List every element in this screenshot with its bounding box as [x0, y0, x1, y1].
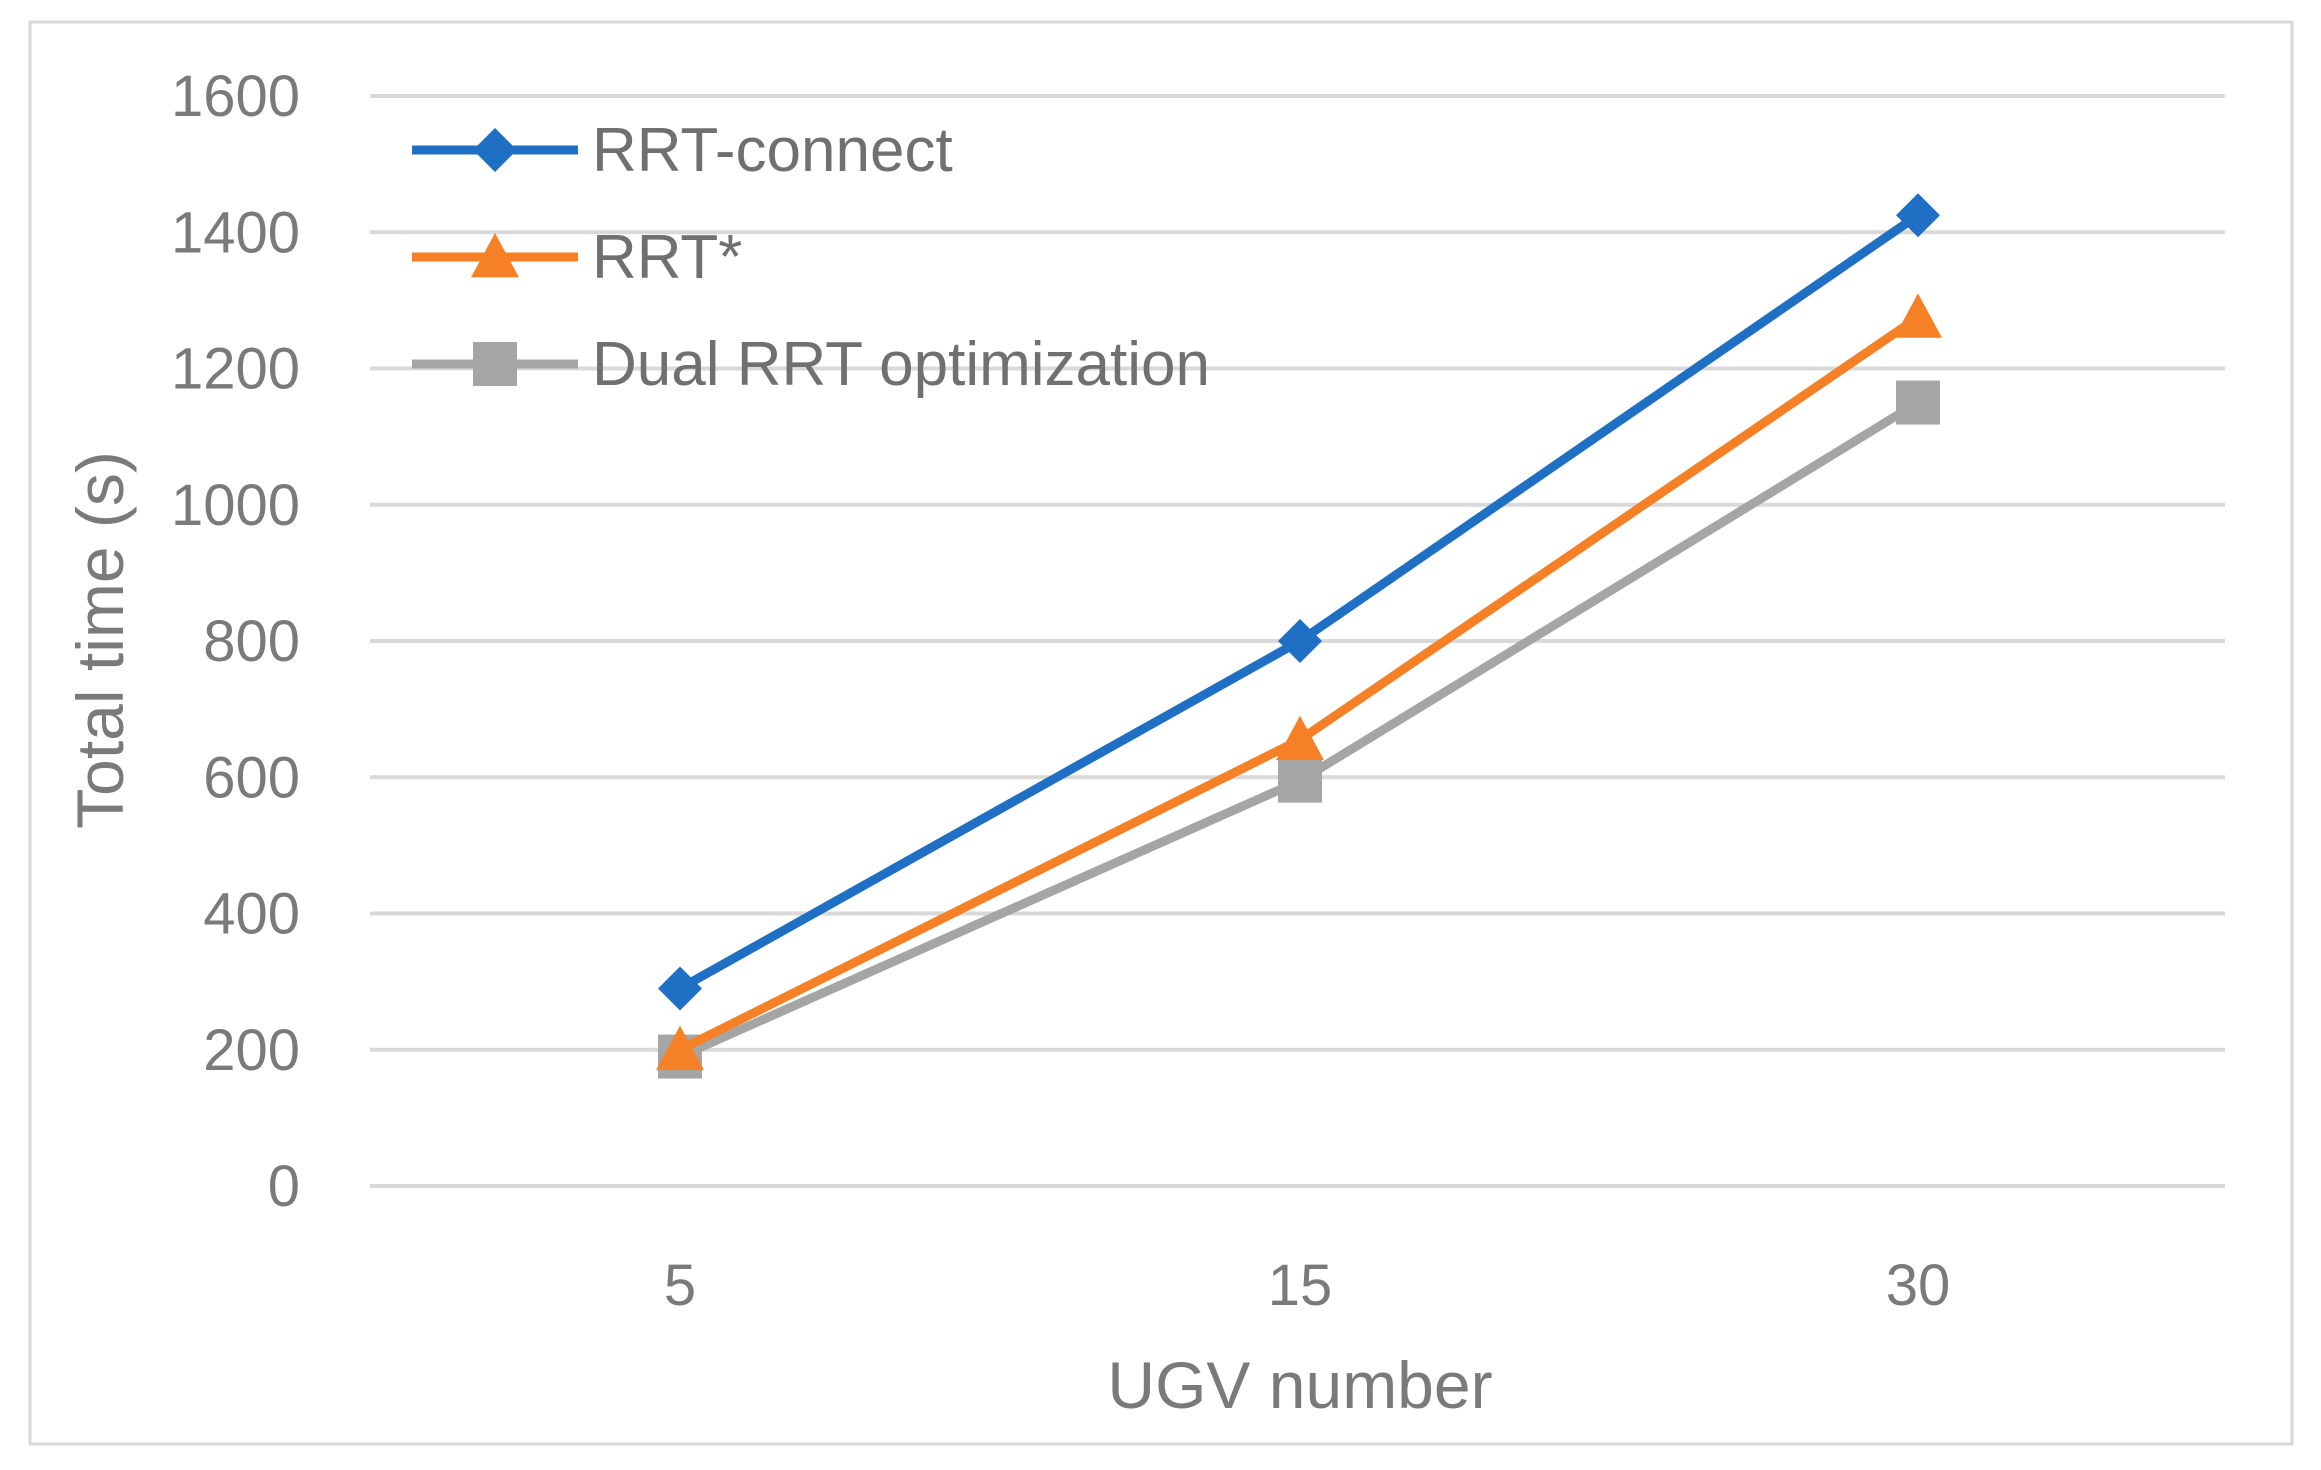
legend-label: RRT-connect	[592, 116, 953, 185]
legend-label: Dual RRT optimization	[592, 330, 1210, 399]
y-tick-labels: 0 200 400 600 800 1000 1200 1400 1600	[171, 64, 300, 1219]
y-tick-label: 0	[268, 1154, 300, 1219]
y-tick-label: 600	[203, 745, 300, 810]
y-tick-label: 200	[203, 1018, 300, 1083]
y-tick-label: 1200	[171, 337, 300, 402]
y-tick-label: 1600	[171, 64, 300, 129]
triangle-icon	[471, 233, 519, 278]
data-point	[1896, 193, 1940, 238]
x-tick-label: 15	[1268, 1253, 1333, 1318]
legend-label: RRT*	[592, 223, 742, 292]
data-point	[1894, 293, 1942, 338]
y-tick-label: 400	[203, 882, 300, 947]
chart-border	[28, 20, 2294, 1446]
legend-item: RRT-connect	[412, 116, 953, 185]
y-tick-label: 1000	[171, 473, 300, 538]
data-point	[658, 966, 702, 1011]
x-tick-label: 30	[1886, 1253, 1951, 1318]
y-tick-label: 1400	[171, 200, 300, 265]
series	[656, 193, 1942, 1079]
legend: RRT-connect RRT* Dual RRT optimization	[412, 116, 1210, 399]
series-triangle	[656, 293, 1942, 1071]
data-point	[1278, 619, 1322, 663]
data-point	[1896, 380, 1940, 425]
data-point	[1276, 715, 1324, 761]
legend-item: Dual RRT optimization	[412, 330, 1210, 399]
x-axis-title: UGV number	[1107, 1348, 1492, 1422]
series-diamond	[658, 193, 1940, 1011]
x-tick-label: 5	[664, 1253, 696, 1318]
data-point	[656, 1025, 704, 1071]
y-tick-label: 800	[203, 609, 300, 674]
legend-item: RRT*	[412, 223, 742, 292]
diamond-icon	[473, 128, 517, 172]
data-point	[1278, 758, 1322, 803]
square-icon	[473, 342, 517, 386]
y-axis-title: Total time (s)	[63, 451, 137, 829]
x-tick-labels: 5 15 30	[664, 1253, 1950, 1318]
